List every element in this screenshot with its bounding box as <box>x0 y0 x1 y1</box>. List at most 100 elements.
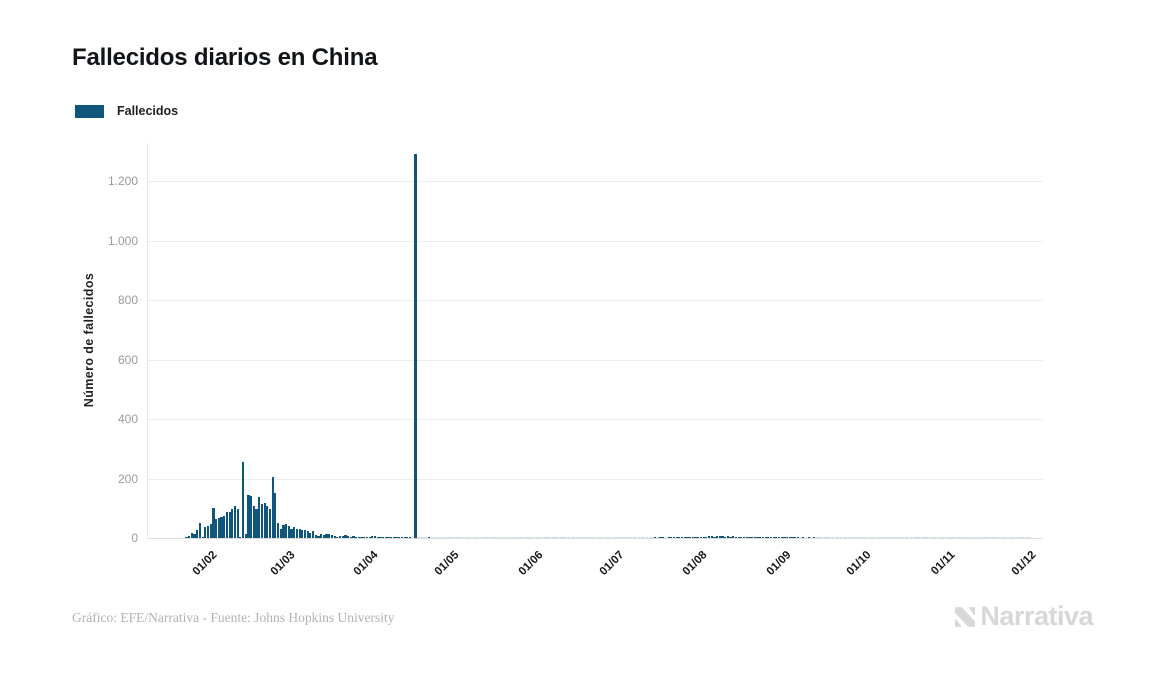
bar <box>204 526 207 538</box>
bar-zero <box>926 537 929 538</box>
bar-zero <box>969 537 972 538</box>
bar-zero <box>549 537 552 538</box>
bar-zero <box>492 537 495 538</box>
bar <box>371 535 374 538</box>
bar-zero <box>893 537 896 538</box>
bar-zero <box>538 537 541 538</box>
bar <box>368 537 371 538</box>
bar-zero <box>627 537 630 538</box>
bar <box>697 536 700 538</box>
bar <box>233 505 237 538</box>
bar-zero <box>831 537 835 538</box>
bar <box>338 535 342 538</box>
bar-zero <box>856 537 859 538</box>
bar <box>427 537 430 538</box>
bar-zero <box>446 537 449 538</box>
bar-zero <box>522 537 525 538</box>
bar-zero <box>829 537 832 538</box>
bar <box>188 535 191 538</box>
bar-zero <box>934 537 937 538</box>
bar-zero <box>810 537 813 538</box>
chart-title: Fallecidos diarios en China <box>72 44 378 71</box>
bar-zero <box>837 537 840 538</box>
gridline <box>147 478 1043 480</box>
bar <box>344 535 347 538</box>
bar <box>309 532 312 538</box>
bar <box>694 537 697 538</box>
bar-zero <box>443 537 447 538</box>
bar-zero <box>527 537 530 538</box>
bar-zero <box>821 537 824 538</box>
bar <box>683 537 686 538</box>
bar <box>796 537 799 538</box>
legend-swatch <box>75 104 104 118</box>
bar-zero <box>584 537 587 538</box>
bar <box>807 537 810 538</box>
bar <box>772 537 775 538</box>
bar <box>215 518 218 538</box>
bar-zero <box>656 537 659 538</box>
x-tick-label: 01/02 <box>190 549 220 578</box>
bar-zero <box>996 537 999 538</box>
bar-zero <box>918 537 921 538</box>
bar-zero <box>478 537 482 538</box>
bar-zero <box>912 537 915 538</box>
bar <box>395 537 398 538</box>
bar-zero <box>462 537 466 538</box>
bar <box>357 537 360 538</box>
bar-zero <box>640 537 643 538</box>
bar-zero <box>869 537 872 538</box>
bar-zero <box>990 537 993 538</box>
bar <box>403 537 406 538</box>
y-tick-label: 800 <box>117 293 138 307</box>
bar <box>686 537 689 538</box>
x-tick-label: 01/04 <box>352 549 381 578</box>
bar <box>279 529 282 538</box>
bar-zero <box>484 537 487 538</box>
bar-zero <box>637 537 641 538</box>
bar <box>190 533 193 538</box>
bar <box>223 516 226 538</box>
bar-zero <box>551 537 554 538</box>
bar-zero <box>853 537 856 538</box>
bar-zero <box>866 537 870 538</box>
bar <box>252 506 255 538</box>
bar <box>716 535 719 538</box>
bar-zero <box>505 537 509 538</box>
x-tick-label: 01/06 <box>516 549 546 578</box>
bar-zero <box>554 537 557 538</box>
bar-zero <box>460 537 463 538</box>
bar-zero <box>417 537 420 538</box>
bar <box>258 496 261 538</box>
bar <box>290 528 293 538</box>
bar <box>761 537 764 538</box>
bar <box>387 537 390 538</box>
bar <box>786 537 789 538</box>
bar <box>724 536 727 538</box>
bar-zero <box>495 537 498 538</box>
bar <box>379 536 382 538</box>
bar <box>713 536 716 538</box>
bar <box>260 503 263 538</box>
y-tick-label: 200 <box>117 471 138 486</box>
bar-zero <box>979 537 983 538</box>
bar-zero <box>562 537 565 538</box>
bar-zero <box>923 537 926 538</box>
bar-zero <box>1015 537 1018 538</box>
bar-zero <box>419 537 422 538</box>
bar-zero <box>888 537 891 538</box>
bar-zero <box>872 537 875 538</box>
bar-zero <box>664 537 668 538</box>
legend-label: Fallecidos <box>117 104 179 118</box>
gridline <box>147 419 1043 420</box>
bar <box>295 528 299 538</box>
bar-zero <box>519 537 522 538</box>
bar <box>670 537 673 538</box>
bar <box>742 536 746 538</box>
bar <box>347 535 350 538</box>
bar <box>699 536 703 538</box>
bar-zero <box>581 537 584 538</box>
legend-item-fallecidos[interactable]: Fallecidos <box>75 104 178 118</box>
bar-zero <box>616 537 619 538</box>
